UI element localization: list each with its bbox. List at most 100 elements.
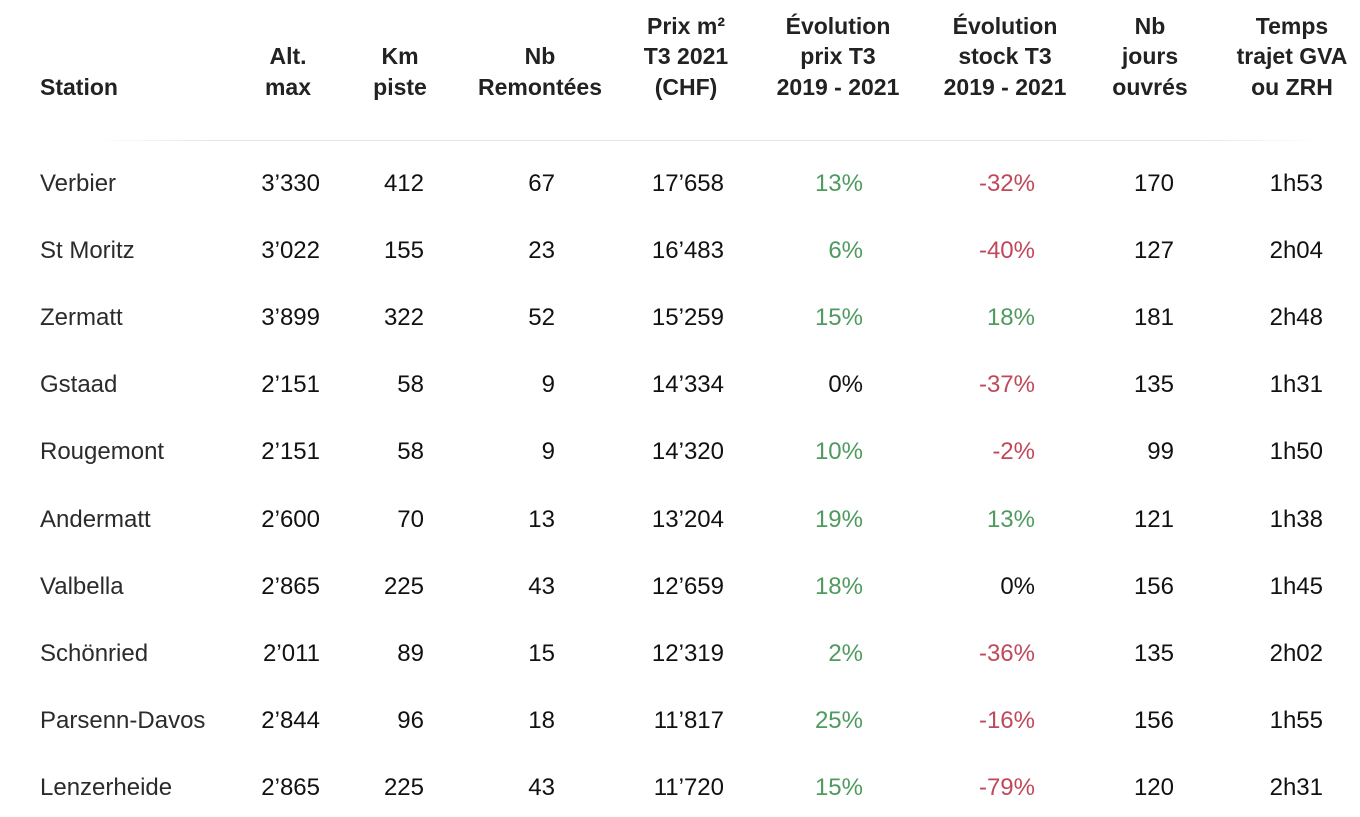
- cell-km-piste: 322: [383, 304, 424, 331]
- cell-evol-stock: -32%: [978, 170, 1035, 197]
- cell-prix-m2: 17’658: [651, 170, 724, 197]
- cell-station: Andermatt: [40, 506, 151, 533]
- header-prix-m2: Prix m² T3 2021 (CHF): [606, 11, 766, 103]
- cell-evol-stock: -36%: [978, 640, 1035, 667]
- cell-station: St Moritz: [40, 237, 135, 264]
- cell-temps-trajet: 1h45: [1269, 573, 1323, 600]
- cell-nb-remontees: 13: [528, 506, 555, 533]
- cell-station: Verbier: [40, 170, 117, 197]
- cell-evol-prix: 15%: [814, 304, 863, 331]
- cell-nb-remontees: 15: [528, 640, 555, 667]
- cell-evol-stock: -2%: [992, 438, 1035, 465]
- cell-prix-m2: 14’334: [651, 371, 724, 398]
- cell-evol-prix: 18%: [814, 573, 863, 600]
- cell-km-piste: 89: [397, 640, 424, 667]
- cell-alt-max: 2’844: [261, 707, 320, 734]
- cell-nb-jours: 99: [1147, 438, 1174, 465]
- cell-prix-m2: 11’720: [653, 774, 724, 801]
- header-line: Nb: [1134, 12, 1166, 39]
- cell-evol-prix: 19%: [814, 506, 863, 533]
- cell-nb-jours: 120: [1133, 774, 1174, 801]
- header-line: max: [264, 73, 312, 100]
- cell-station: Rougemont: [40, 438, 165, 465]
- cell-temps-trajet: 2h04: [1269, 237, 1323, 264]
- cell-alt-max: 2’865: [261, 774, 320, 801]
- cell-nb-jours: 156: [1133, 573, 1174, 600]
- header-line: Nb: [524, 43, 556, 69]
- header-line: Alt.: [269, 43, 307, 69]
- cell-nb-remontees: 18: [528, 707, 555, 734]
- header-nb-remontees: Nb Remontées: [440, 41, 640, 102]
- header-alt-max: Alt. max: [228, 41, 348, 102]
- cell-km-piste: 58: [397, 371, 424, 398]
- cell-km-piste: 225: [383, 774, 424, 801]
- table-row: Rougemont 2’151 58 9 14’320 10% -2% 99 1h50: [0, 432, 1360, 472]
- cell-station: Schönried: [40, 640, 149, 667]
- cell-temps-trajet: 2h48: [1269, 304, 1323, 331]
- cell-alt-max: 2’011: [263, 640, 320, 667]
- cell-nb-jours: 121: [1133, 506, 1174, 533]
- cell-prix-m2: 16’483: [651, 237, 724, 264]
- header-line: Remontées: [478, 73, 602, 100]
- header-line: T3 2021: [643, 43, 729, 69]
- cell-evol-prix: 25%: [814, 707, 863, 734]
- header-line: ou ZRH: [1251, 73, 1333, 100]
- cell-nb-remontees: 9: [541, 371, 555, 398]
- cell-nb-jours: 127: [1133, 237, 1174, 264]
- header-line: jours: [1121, 43, 1179, 69]
- cell-temps-trajet: 1h50: [1269, 438, 1323, 465]
- header-line: Temps: [1255, 12, 1329, 39]
- cell-temps-trajet: 2h31: [1269, 774, 1323, 801]
- cell-evol-stock: 13%: [986, 506, 1035, 533]
- cell-evol-stock: 18%: [986, 304, 1035, 331]
- table-row: Verbier 3’330 412 67 17’658 13% -32% 170 1h53: [0, 164, 1360, 204]
- table-row: Lenzerheide 2’865 225 43 11’720 15% -79% 120 2h3…: [0, 768, 1360, 808]
- cell-station: Lenzerheide: [40, 774, 173, 801]
- cell-prix-m2: 12’659: [651, 573, 724, 600]
- cell-prix-m2: 14’320: [651, 438, 724, 465]
- cell-nb-jours: 170: [1133, 170, 1174, 197]
- header-line: piste: [373, 73, 427, 100]
- cell-alt-max: 3’330: [261, 170, 320, 197]
- header-temps-trajet: Temps trajet GVA ou ZRH: [1202, 11, 1360, 103]
- header-line: Station: [40, 73, 118, 100]
- table-row: Parsenn-Davos 2’844 96 18 11’817 25% -16% 156 1h…: [0, 701, 1360, 741]
- header-line: Évolution: [952, 12, 1058, 39]
- cell-nb-remontees: 52: [528, 304, 555, 331]
- cell-evol-prix: 10%: [814, 438, 863, 465]
- table-row: Schönried 2’011 89 15 12’319 2% -36% 135 2h02: [0, 634, 1360, 674]
- cell-nb-jours: 135: [1133, 640, 1174, 667]
- table-row: St Moritz 3’022 155 23 16’483 6% -40% 127 2h04: [0, 231, 1360, 271]
- header-line: 2019 - 2021: [943, 73, 1067, 100]
- cell-alt-max: 3’899: [261, 304, 320, 331]
- header-line: 2019 - 2021: [776, 73, 900, 100]
- cell-prix-m2: 15’259: [651, 304, 724, 331]
- cell-prix-m2: 13’204: [651, 506, 724, 533]
- cell-alt-max: 2’600: [261, 506, 320, 533]
- cell-station: Zermatt: [40, 304, 123, 331]
- table-row: Zermatt 3’899 322 52 15’259 15% 18% 181 2h48: [0, 298, 1360, 338]
- table-row: Gstaad 2’151 58 9 14’334 0% -37% 135 1h31: [0, 365, 1360, 405]
- header-line: Km: [381, 43, 419, 69]
- header-line: Prix m²: [647, 12, 725, 39]
- cell-evol-prix: 13%: [814, 170, 863, 197]
- cell-nb-jours: 156: [1133, 707, 1174, 734]
- cell-nb-jours: 135: [1133, 371, 1174, 398]
- table-header: Station Alt. max Km piste Nb Remontées Prix m² T…: [0, 0, 1360, 140]
- header-line: Évolution: [785, 12, 891, 39]
- header-line: prix T3: [800, 43, 876, 69]
- cell-station: Valbella: [40, 573, 124, 600]
- cell-temps-trajet: 1h53: [1269, 170, 1323, 197]
- cell-nb-remontees: 43: [528, 573, 555, 600]
- header-evol-prix: Évolution prix T3 2019 - 2021: [738, 11, 938, 103]
- cell-temps-trajet: 1h31: [1269, 371, 1323, 398]
- cell-nb-jours: 181: [1133, 304, 1174, 331]
- cell-prix-m2: 12’319: [651, 640, 724, 667]
- cell-temps-trajet: 1h38: [1269, 506, 1323, 533]
- cell-evol-stock: -79%: [978, 774, 1035, 801]
- cell-temps-trajet: 1h55: [1269, 707, 1323, 734]
- cell-km-piste: 412: [383, 170, 424, 197]
- cell-alt-max: 3’022: [261, 237, 320, 264]
- cell-station: Gstaad: [40, 371, 118, 398]
